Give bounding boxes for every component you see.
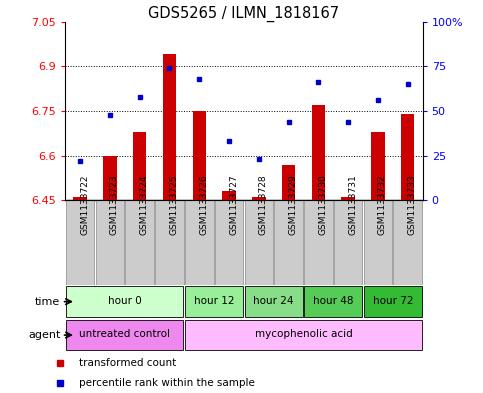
- Bar: [312, 105, 325, 200]
- Text: hour 24: hour 24: [254, 296, 294, 306]
- Bar: [304, 286, 362, 317]
- Bar: [364, 286, 422, 317]
- Text: hour 12: hour 12: [194, 296, 234, 306]
- Bar: [252, 197, 266, 200]
- Bar: [73, 197, 87, 200]
- Bar: [341, 197, 355, 200]
- Text: hour 48: hour 48: [313, 296, 354, 306]
- Bar: [185, 200, 213, 285]
- Bar: [193, 111, 206, 200]
- Text: GSM1133723: GSM1133723: [110, 174, 119, 235]
- Bar: [66, 320, 184, 351]
- Bar: [274, 200, 303, 285]
- Text: GSM1133728: GSM1133728: [259, 174, 268, 235]
- Bar: [96, 200, 124, 285]
- Bar: [185, 320, 422, 351]
- Bar: [66, 200, 94, 285]
- Bar: [133, 132, 146, 200]
- Text: GSM1133732: GSM1133732: [378, 174, 387, 235]
- Text: percentile rank within the sample: percentile rank within the sample: [79, 378, 255, 387]
- Bar: [364, 200, 392, 285]
- Bar: [155, 200, 184, 285]
- Text: transformed count: transformed count: [79, 358, 176, 368]
- Bar: [304, 200, 333, 285]
- Bar: [282, 165, 295, 200]
- Text: hour 0: hour 0: [108, 296, 142, 306]
- Text: mycophenolic acid: mycophenolic acid: [255, 329, 353, 340]
- Bar: [371, 132, 384, 200]
- Text: time: time: [35, 297, 60, 307]
- Text: GSM1133726: GSM1133726: [199, 174, 208, 235]
- Text: GSM1133731: GSM1133731: [348, 174, 357, 235]
- Bar: [66, 286, 184, 317]
- Bar: [245, 286, 302, 317]
- Text: GSM1133724: GSM1133724: [140, 174, 149, 235]
- Text: GSM1133730: GSM1133730: [318, 174, 327, 235]
- Text: GSM1133722: GSM1133722: [80, 174, 89, 235]
- Bar: [126, 200, 154, 285]
- Text: GSM1133725: GSM1133725: [170, 174, 178, 235]
- Bar: [185, 286, 243, 317]
- Text: untreated control: untreated control: [79, 329, 170, 340]
- Text: agent: agent: [28, 330, 60, 340]
- Text: GSM1133729: GSM1133729: [289, 174, 298, 235]
- Text: hour 72: hour 72: [372, 296, 413, 306]
- Bar: [244, 200, 273, 285]
- Bar: [401, 114, 414, 200]
- Title: GDS5265 / ILMN_1818167: GDS5265 / ILMN_1818167: [148, 6, 340, 22]
- Bar: [334, 200, 362, 285]
- Bar: [215, 200, 243, 285]
- Bar: [103, 156, 116, 200]
- Bar: [163, 54, 176, 200]
- Bar: [222, 191, 236, 200]
- Bar: [394, 200, 422, 285]
- Text: GSM1133733: GSM1133733: [408, 174, 417, 235]
- Text: GSM1133727: GSM1133727: [229, 174, 238, 235]
